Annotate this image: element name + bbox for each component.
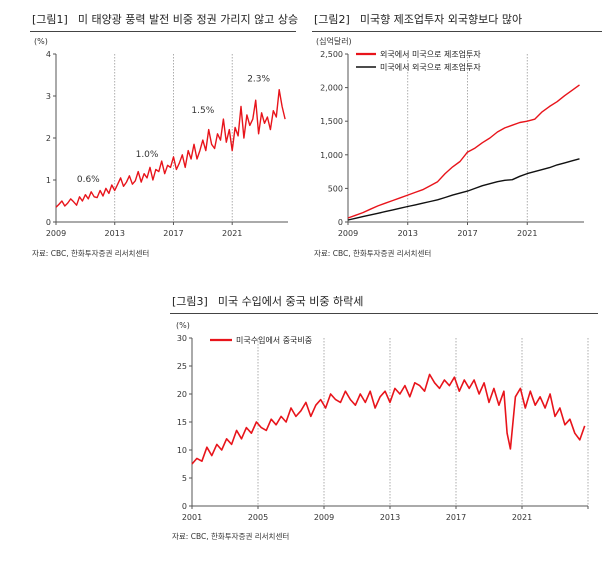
x-tick-label: 2013: [380, 513, 400, 522]
y-tick-label: 0: [46, 218, 51, 227]
y-tick-label: 0: [182, 502, 187, 511]
figure-title: 미국 수입에서 중국 비중 하락세: [217, 295, 364, 308]
y-unit-label: (%): [176, 321, 190, 330]
figure-title: 미 태양광 풍력 발전 비중 정권 가리지 않고 상승: [77, 13, 299, 26]
y-tick-label: 4: [46, 50, 51, 59]
y-tick-label: 2,000: [320, 84, 343, 93]
panel-3: [그림3] 미국 수입에서 중국 비중 하락세 (%) 0 5 10 15 20 25 30 20…: [170, 288, 600, 550]
x-tick-label: 2021: [517, 229, 537, 238]
x-tick-label: 2009: [46, 229, 66, 238]
series-line: [347, 84, 580, 219]
y-unit-label: (십억달러): [316, 36, 352, 46]
x-tick-label: 2017: [457, 229, 477, 238]
series-line: [191, 373, 586, 465]
y-tick-label: 30: [177, 334, 187, 343]
title-divider: [312, 31, 602, 32]
source-note: 자료: CBC, 한화투자증권 리서치센터: [314, 249, 432, 258]
y-tick-label: 20: [177, 390, 187, 399]
x-tick-label: 2017: [446, 513, 466, 522]
x-tick-label: 2013: [105, 229, 125, 238]
y-tick-label: 0: [338, 218, 343, 227]
title-divider: [170, 313, 598, 314]
x-tick-label: 2001: [182, 513, 202, 522]
legend-label: 미국수입에서 중국비중: [236, 336, 312, 345]
source-note: 자료: CBC, 한화투자증권 리서치센터: [172, 532, 290, 541]
y-tick-label: 10: [177, 446, 187, 455]
legend-label: 외국에서 미국으로 제조업투자: [380, 49, 481, 59]
x-tick-label: 2009: [314, 513, 334, 522]
x-tick-label: 2021: [512, 513, 532, 522]
data-annotation: 0.6%: [77, 175, 100, 185]
x-tick-label: 2009: [338, 229, 358, 238]
y-tick-label: 3: [46, 92, 51, 101]
data-annotation: 2.3%: [247, 74, 270, 84]
figure-title: 미국향 제조업투자 외국향보다 많아: [359, 13, 523, 26]
y-tick-label: 25: [177, 362, 187, 371]
solar-wind-share-chart: (%) 0 1 2 3 4 2009 2013 2017 2021 0.6% 1.0% 1.5% 2.3%: [34, 37, 288, 238]
panel-1: [그림1] 미 태양광 풍력 발전 비중 정권 가리지 않고 상승 (%) 0 1 2 3…: [30, 6, 300, 264]
series-line: [347, 158, 580, 221]
series-line: [55, 89, 286, 208]
y-tick-label: 1: [46, 176, 51, 185]
panel-title: [그림1] 미 태양광 풍력 발전 비중 정권 가리지 않고 상승: [32, 11, 298, 27]
y-tick-label: 2: [46, 134, 51, 143]
source-note: 자료: CBC, 한화투자증권 리서치센터: [32, 249, 150, 258]
figure-number: [그림1]: [32, 13, 68, 26]
manufacturing-investment-chart: (십억달러) 0 500 1,000 1,500 2,000 2,500 2009 2013 20…: [316, 36, 584, 238]
y-tick-label: 500: [328, 184, 343, 193]
figure-number: [그림2]: [314, 13, 350, 26]
y-tick-label: 1,500: [320, 117, 343, 126]
y-tick-label: 2,500: [320, 50, 343, 59]
data-annotation: 1.5%: [191, 106, 214, 116]
y-tick-label: 15: [177, 418, 187, 427]
panel-title: [그림2] 미국향 제조업투자 외국향보다 많아: [314, 11, 522, 27]
figure-number: [그림3]: [172, 295, 208, 308]
y-tick-label: 5: [182, 474, 187, 483]
legend-label: 미국에서 외국으로 제조업투자: [380, 62, 481, 72]
y-tick-label: 1,000: [320, 151, 343, 160]
title-divider: [30, 31, 296, 32]
x-tick-label: 2013: [398, 229, 418, 238]
panel-title: [그림3] 미국 수입에서 중국 비중 하락세: [172, 293, 363, 309]
y-unit-label: (%): [34, 37, 48, 46]
china-import-share-chart: (%) 0 5 10 15 20 25 30 2001 2005 2009 2013 2017 2021 미…: [176, 321, 589, 522]
x-tick-label: 2005: [248, 513, 268, 522]
panel-2: [그림2] 미국향 제조업투자 외국향보다 많아 (십억달러) 0 500 1,000 1…: [312, 6, 604, 264]
x-tick-label: 2017: [163, 229, 183, 238]
data-annotation: 1.0%: [136, 150, 159, 160]
x-tick-label: 2021: [222, 229, 242, 238]
